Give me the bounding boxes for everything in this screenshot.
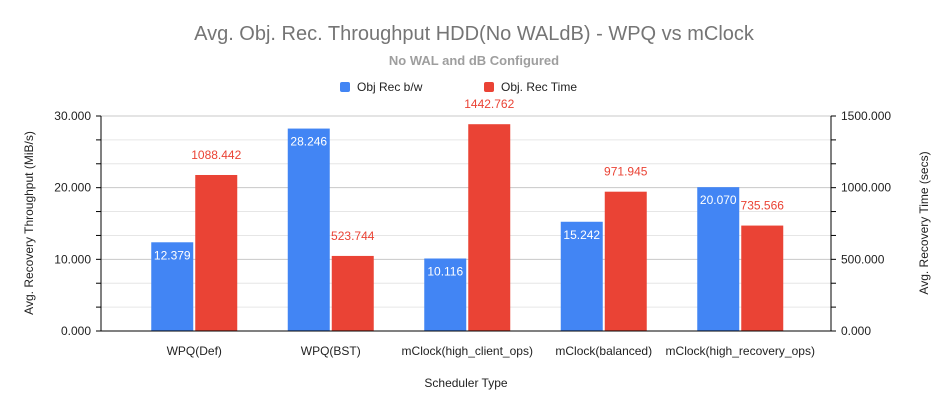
data-label-throughput: 15.242 — [563, 228, 600, 242]
bar-throughput — [287, 128, 330, 331]
x-tick-label: mClock(high_client_ops) — [402, 344, 533, 358]
bar-time — [468, 124, 511, 331]
data-label-time: 735.566 — [741, 199, 785, 213]
y2-tick-label: 0.000 — [841, 324, 871, 338]
y-axis-title: Avg. Recovery Throughput (MiB/s) — [22, 131, 36, 315]
bar-throughput — [424, 258, 467, 331]
x-tick-label: mClock(high_recovery_ops) — [666, 344, 815, 358]
data-label-throughput: 20.070 — [700, 193, 737, 207]
y2-tick-label: 1500.000 — [841, 109, 891, 123]
data-label-time: 523.744 — [331, 229, 375, 243]
x-tick-label: WPQ(Def) — [167, 344, 222, 358]
y2-tick-label: 1000.000 — [841, 181, 891, 195]
y-tick-label: 20.000 — [54, 181, 91, 195]
legend-swatch-bw — [340, 82, 350, 92]
legend-swatch-time — [484, 82, 494, 92]
legend-label-bw: Obj Rec b/w — [357, 80, 423, 94]
legend-label-time: Obj. Rec Time — [501, 80, 577, 94]
x-tick-label: mClock(balanced) — [555, 344, 652, 358]
chart-subtitle: No WAL and dB Configured — [389, 53, 559, 68]
data-label-throughput: 12.379 — [154, 248, 191, 262]
y2-tick-label: 500.000 — [841, 252, 885, 266]
y2-axis-title: Avg. Recovery Time (secs) — [917, 151, 931, 294]
bar-throughput — [697, 187, 740, 331]
data-label-time: 1088.442 — [191, 148, 241, 162]
data-label-throughput: 10.116 — [427, 265, 463, 279]
data-label-time: 971.945 — [604, 165, 648, 179]
data-label-time: 1442.762 — [464, 97, 514, 111]
bar-time — [195, 174, 238, 331]
legend: Obj Rec b/w Obj. Rec Time — [340, 80, 577, 94]
data-label-throughput: 28.246 — [290, 135, 327, 149]
bar-time — [604, 191, 647, 331]
y-tick-label: 0.000 — [61, 324, 91, 338]
chart-title: Avg. Obj. Rec. Throughput HDD(No WALdB) … — [194, 23, 755, 45]
bar-throughput — [151, 242, 194, 331]
y-tick-label: 10.000 — [54, 252, 91, 266]
y-tick-label: 30.000 — [54, 109, 91, 123]
x-tick-label: WPQ(BST) — [301, 344, 361, 358]
x-axis-title: Scheduler Type — [424, 376, 507, 390]
bar-time — [741, 225, 784, 331]
bar-time — [331, 255, 374, 331]
bar-throughput — [560, 221, 603, 331]
